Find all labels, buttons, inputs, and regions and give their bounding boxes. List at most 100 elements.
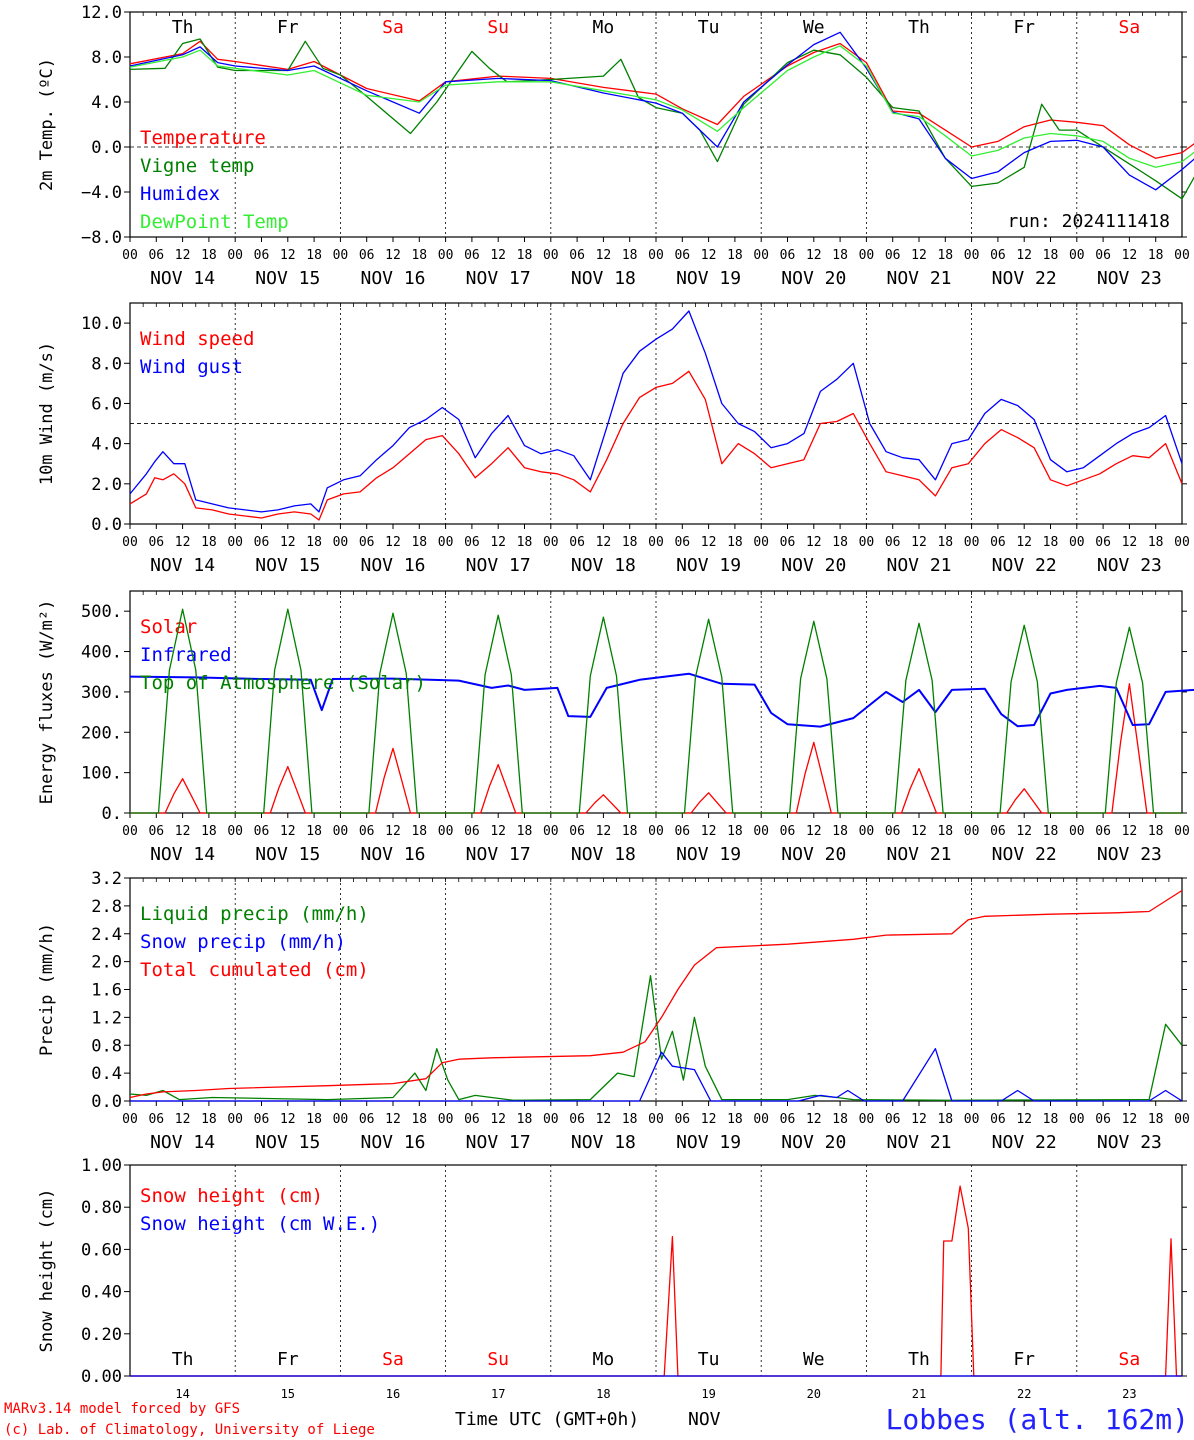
hour-tick-label: 12	[911, 1112, 927, 1127]
hour-tick-label: 18	[832, 535, 848, 550]
hour-tick-label: 00	[438, 1112, 454, 1127]
y-tick-label: 0.0	[91, 1092, 122, 1112]
y-tick-label: 0.0	[91, 515, 122, 535]
hour-tick-label: 18	[622, 535, 638, 550]
hour-tick-label: 06	[569, 248, 585, 263]
hour-tick-label: 12	[701, 535, 717, 550]
hour-tick-label: 12	[911, 824, 927, 839]
legend-entry: Temperature	[140, 127, 266, 149]
hour-tick-label: 00	[333, 1112, 349, 1127]
date-label: NOV 16	[360, 555, 425, 576]
hour-tick-label: 00	[753, 824, 769, 839]
hour-tick-label: 00	[648, 535, 664, 550]
hour-tick-label: 06	[1095, 824, 1111, 839]
legend-entry: DewPoint Temp	[140, 211, 289, 233]
y-tick-label: 0.80	[81, 1198, 122, 1218]
date-label: NOV 18	[571, 844, 636, 865]
weekday-label: Th	[172, 17, 194, 38]
hour-tick-label: 12	[806, 535, 822, 550]
weekday-label: Fr	[277, 17, 299, 38]
hour-tick-label: 18	[1148, 1112, 1164, 1127]
hour-tick-label: 12	[596, 1112, 612, 1127]
hour-tick-label: 00	[859, 535, 875, 550]
date-label: NOV 20	[781, 844, 846, 865]
y-tick-label: 300.	[81, 683, 122, 703]
hour-tick-label: 06	[359, 248, 375, 263]
y-tick-label: 4.0	[91, 435, 122, 455]
legend-entry: Wind speed	[140, 328, 254, 350]
hour-tick-label: 12	[1016, 1112, 1032, 1127]
hour-tick-label: 06	[1095, 535, 1111, 550]
weekday-label: Fr	[1013, 1349, 1035, 1370]
y-tick-label: 0.4	[91, 1064, 122, 1084]
hour-tick-label: 18	[517, 1112, 533, 1127]
y-tick-label: 4.0	[91, 93, 122, 113]
hour-tick-label: 18	[832, 824, 848, 839]
hour-tick-label: 12	[1122, 535, 1138, 550]
hour-tick-label: 06	[464, 535, 480, 550]
weekday-label: Fr	[1013, 17, 1035, 38]
panel-wind: 10.0 8.0 6.0 4.0 2.0 0.0 10m Wind (m/s) 00 06 12 1…	[37, 302, 1190, 576]
hour-tick-label: 06	[148, 1112, 164, 1127]
weekday-label: We	[803, 17, 825, 38]
day-number: 22	[1017, 1387, 1031, 1401]
hour-tick-label: 06	[990, 1112, 1006, 1127]
hour-tick-label: 00	[964, 824, 980, 839]
hour-tick-label: 00	[543, 1112, 559, 1127]
hour-tick-label: 00	[333, 248, 349, 263]
y-tick-label: 2.0	[91, 475, 122, 495]
hour-tick-label: 00	[543, 824, 559, 839]
hour-tick-label: 12	[490, 824, 506, 839]
hour-tick-label: 12	[280, 824, 296, 839]
hour-tick-label: 06	[885, 824, 901, 839]
legend-entry: Liquid precip (mm/h)	[140, 903, 369, 925]
hour-tick-label: 18	[411, 535, 427, 550]
hour-tick-label: 18	[306, 535, 322, 550]
hour-tick-label: 12	[701, 824, 717, 839]
x-axis-month: NOV	[688, 1409, 721, 1430]
hour-tick-label: 18	[517, 824, 533, 839]
hour-tick-label: 12	[280, 248, 296, 263]
hour-tick-label: 18	[517, 535, 533, 550]
date-label: NOV 22	[992, 555, 1057, 576]
y-axis-label: Energy fluxes (W/m²)	[37, 600, 57, 805]
hour-tick-label: 18	[517, 248, 533, 263]
date-label: NOV 21	[886, 1132, 951, 1153]
hour-tick-label: 06	[359, 535, 375, 550]
hour-tick-label: 06	[674, 535, 690, 550]
hour-tick-label: 18	[1148, 824, 1164, 839]
y-tick-label: 500.	[81, 602, 122, 622]
weekday-label: Sa	[382, 17, 404, 38]
y-tick-label: 0.20	[81, 1325, 122, 1345]
y-tick-label: 12.0	[81, 3, 122, 23]
hour-tick-label: 00	[1069, 1112, 1085, 1127]
hour-tick-label: 00	[1069, 535, 1085, 550]
hour-tick-label: 18	[201, 248, 217, 263]
day-number: 17	[491, 1387, 505, 1401]
panels: 12.0 8.0 4.0 0.0 −4.0 −8.0 2m Temp. (ºC) 00 06 12…	[37, 3, 1194, 1401]
date-label: NOV 19	[676, 555, 741, 576]
hour-tick-label: 00	[122, 535, 138, 550]
date-label: NOV 19	[676, 844, 741, 865]
panel-energy: 500. 400. 300. 200. 100. 0. Energy fluxes (W/m…	[37, 590, 1194, 865]
weekday-label: Sa	[1119, 17, 1141, 38]
hour-tick-label: 12	[701, 1112, 717, 1127]
hour-tick-label: 00	[1069, 248, 1085, 263]
hour-tick-label: 12	[385, 248, 401, 263]
hour-tick-label: 00	[543, 248, 559, 263]
y-tick-label: 1.6	[91, 981, 122, 1001]
hour-tick-label: 12	[1122, 824, 1138, 839]
hour-tick-label: 00	[122, 1112, 138, 1127]
y-tick-label: 10.0	[81, 314, 122, 334]
hour-tick-label: 06	[674, 824, 690, 839]
y-tick-label: −8.0	[81, 228, 122, 248]
hour-tick-label: 00	[122, 248, 138, 263]
series-snow-precip-mm-h	[130, 1048, 1183, 1102]
y-tick-label: 8.0	[91, 354, 122, 374]
run-label: run: 2024111418	[1007, 211, 1170, 232]
hour-tick-label: 18	[937, 824, 953, 839]
hour-tick-label: 18	[832, 248, 848, 263]
hour-tick-label: 18	[1043, 824, 1059, 839]
hour-tick-label: 06	[674, 1112, 690, 1127]
weekday-label: Su	[487, 17, 509, 38]
